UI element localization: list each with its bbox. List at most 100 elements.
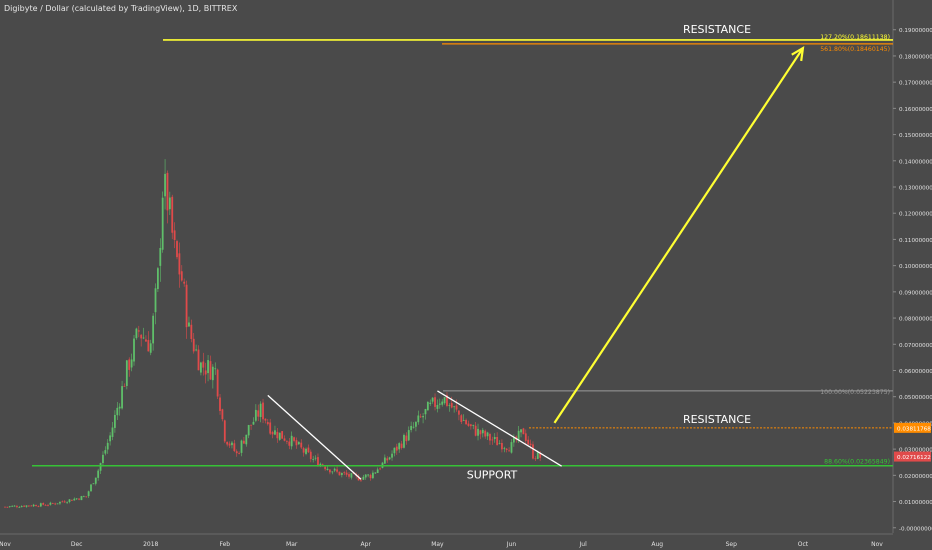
candle-body (109, 435, 112, 442)
support-label: SUPPORT (467, 469, 518, 482)
candle-body (398, 443, 401, 450)
candle-body (522, 428, 525, 435)
candle-body (501, 443, 503, 450)
candle-body (276, 431, 279, 439)
candle-body (262, 402, 264, 420)
candle-body (200, 362, 202, 373)
x-tick-label: Feb (219, 541, 230, 548)
candle-body (498, 443, 501, 445)
candle-body (152, 315, 155, 344)
candle-body (448, 404, 451, 406)
candle-body (326, 468, 329, 471)
candle-body (450, 402, 453, 408)
candle-body (403, 434, 405, 448)
y-tick-label: 0.07000000 (899, 343, 932, 349)
candle-body (278, 432, 281, 440)
candle-body (185, 284, 188, 328)
candle-body (290, 435, 293, 447)
candle-body (197, 349, 200, 371)
candle-body (453, 406, 456, 408)
candle-body (97, 470, 100, 478)
y-tick-label: 0.12000000 (899, 212, 932, 218)
candle-body (47, 504, 49, 506)
candle-body (75, 498, 78, 500)
candle-body (350, 473, 353, 478)
candles (4, 159, 542, 509)
candle-body (441, 401, 444, 405)
candle-body (324, 466, 327, 470)
candle-body (116, 407, 119, 416)
candle-body (51, 503, 54, 504)
candle-body (231, 442, 233, 446)
candle-body (145, 339, 147, 342)
candle-body (300, 442, 303, 448)
projection-arrow-shaft (553, 47, 804, 424)
candle-body (44, 504, 47, 506)
candle-body (140, 334, 143, 339)
candle-body (417, 415, 420, 423)
candle-body (424, 409, 427, 415)
candle-body (474, 425, 477, 436)
candle-body (539, 453, 542, 458)
candle-body (283, 438, 286, 441)
candle-body (333, 468, 336, 471)
candle-body (383, 457, 386, 464)
candle-body (228, 443, 231, 446)
candle-body (386, 458, 389, 461)
candle-body (348, 474, 350, 477)
candle-body (419, 416, 422, 418)
candle-body (238, 453, 241, 454)
candle-body (102, 454, 104, 464)
fib-127-label: 127.20%(0.18611138) (820, 34, 890, 41)
candle-body (30, 505, 33, 507)
candle-body (80, 496, 83, 501)
y-tick-label: 0.15000000 (899, 133, 932, 139)
candle-body (455, 405, 458, 410)
candle-body (214, 368, 217, 370)
candle-body (372, 472, 374, 479)
candle-body (434, 397, 436, 407)
candle-body (524, 433, 527, 441)
candle-body (458, 410, 460, 415)
candle-body (508, 450, 510, 452)
y-tick-label: -0.00000000 (899, 526, 932, 532)
candle-body (536, 452, 539, 459)
candle-body (111, 427, 114, 437)
candle-body (391, 453, 393, 458)
candle-body (70, 499, 73, 501)
candle-body (281, 431, 284, 439)
y-tick-label: 0.13000000 (899, 186, 932, 192)
candle-body (269, 422, 272, 434)
candle-body (159, 247, 162, 266)
candle-body (23, 505, 26, 507)
candle-body (288, 441, 291, 446)
y-tick-label: 0.02000000 (899, 474, 932, 480)
candle-body (4, 506, 6, 508)
candle-body (512, 437, 515, 443)
candle-body (226, 441, 229, 445)
current-price-badge (894, 451, 931, 462)
candle-body (137, 330, 140, 332)
candle-body (307, 447, 310, 453)
fib-561-label: 561.80%(0.18460145) (820, 46, 890, 53)
candle-body (343, 472, 346, 474)
candle-body (257, 410, 260, 417)
y-tick-label: 0.05000000 (899, 395, 932, 401)
trendline-1 (267, 394, 362, 480)
y-tick-label: 0.08000000 (899, 317, 932, 323)
candle-body (374, 472, 377, 474)
candle-body (13, 505, 16, 507)
candle-body (190, 324, 193, 339)
candle-body (78, 498, 80, 500)
candle-body (317, 457, 319, 467)
support-fib-label: 88.60%(0.02365849) (824, 459, 890, 466)
resistance-label-mid: RESISTANCE (683, 413, 751, 426)
candle-body (207, 360, 209, 374)
candle-body (176, 241, 178, 258)
candle-body (250, 424, 252, 426)
x-tick-label: May (431, 541, 444, 548)
candle-body (85, 496, 88, 498)
candle-body (254, 409, 257, 421)
x-tick-label: Oct (798, 541, 809, 548)
